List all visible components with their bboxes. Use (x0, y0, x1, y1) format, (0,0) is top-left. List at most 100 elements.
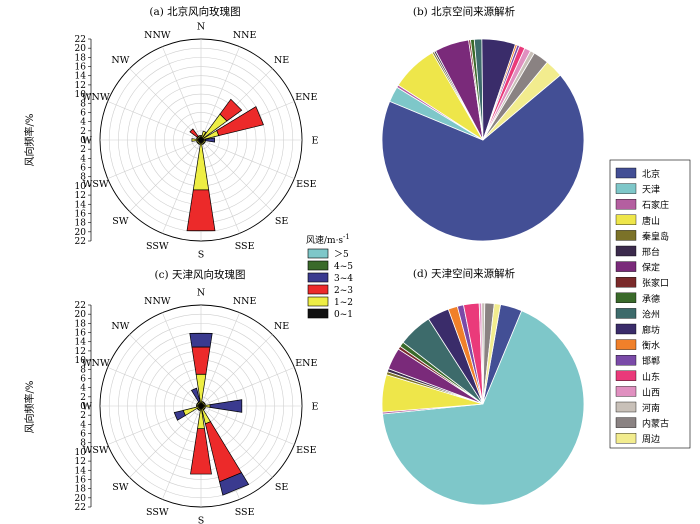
rose-a-dir-label-ene: ENE (295, 92, 317, 103)
rose-a-dir-label-sse: SSE (235, 241, 255, 252)
rose-a-wedge-e (205, 137, 215, 143)
rose-a-tick-label: 10 (75, 90, 87, 100)
source-legend-swatch (615, 245, 637, 257)
wind-speed-legend: 风速/m·s-1 ＞5 4~5 3~4 2~3 1~2 0~1 (306, 233, 353, 320)
panel-c-y-label: 风向频率/% (23, 381, 36, 434)
source-legend-swatch (615, 417, 637, 428)
rose-c-dir-label-ese: ESE (296, 445, 316, 456)
source-legend-label: 河南 (642, 402, 660, 414)
rose-a-tick-label: 10 (75, 182, 87, 192)
wind-legend-label: 2~3 (334, 286, 353, 296)
rose-a-wedge-ene (216, 106, 264, 137)
rose-c-tick-label: 12 (75, 457, 86, 467)
source-legend-label: 邯郸 (642, 355, 660, 367)
rose-c-dir-label-nne: NNE (233, 296, 257, 307)
rose-a-tick-label: 16 (75, 209, 87, 219)
rose-a-spoke (107, 139, 202, 179)
rose-c-spoke (200, 334, 273, 407)
rose-c-tick-label: 2 (80, 393, 86, 403)
wind-legend-swatch (307, 272, 329, 283)
source-legend-label: 廊坊 (642, 324, 660, 336)
source-legend-swatch (615, 401, 637, 413)
rose-c-wedge-s (190, 428, 212, 475)
rose-a-dir-label-wnw: WNW (82, 92, 110, 103)
rose-c-spoke (200, 312, 240, 407)
rose-c-tick-label: 22 (75, 503, 86, 513)
rose-c-dir-label-s: S (198, 516, 205, 524)
rose-c-spoke (200, 405, 295, 445)
pie-d-plot (381, 302, 585, 506)
rose-a-tick-label: 14 (75, 200, 87, 210)
rose-c-tick-label: 14 (75, 338, 87, 348)
rose-a-dir-label-ese: ESE (296, 179, 316, 190)
wind-legend-items: ＞5 4~5 3~4 2~3 1~2 0~1 (307, 248, 353, 320)
rose-a-spoke (162, 46, 202, 141)
source-legend-label: 天津 (642, 185, 660, 196)
panel-a-title: (a) 北京风向玫瑰图 (149, 5, 240, 18)
rose-a-tick-label: 16 (75, 63, 87, 73)
rose-a-spoke (107, 101, 202, 141)
source-legend-swatch (615, 183, 637, 194)
source-legend-swatch (615, 277, 637, 288)
wind-legend-swatch (307, 248, 329, 259)
rose-a-dir-label-e: E (312, 136, 319, 147)
rose-a-spoke (162, 139, 202, 234)
rose-c-tick-label: 10 (75, 356, 87, 366)
source-legend-label: 衡水 (642, 340, 660, 352)
wind-legend-label: 1~2 (334, 298, 353, 308)
rose-a-wedge-nne (200, 130, 207, 141)
rose-c-spoke (200, 367, 295, 407)
source-legend-swatch (615, 323, 637, 335)
source-legend-label: 周边 (642, 434, 660, 445)
rose-c-spoke (129, 405, 202, 478)
source-legend-label: 山西 (642, 387, 660, 398)
source-legend-swatch (615, 261, 637, 272)
rose-c-plot: NNNENEENEEESESESSESSSWSWWSWWWNWNWNNW0224… (75, 288, 319, 524)
source-legend-label: 内蒙古 (642, 418, 669, 430)
rose-a-dir-label-n: N (197, 22, 205, 33)
rose-c-wedge-wsw (173, 409, 186, 421)
rose-a-spoke (129, 68, 202, 141)
rose-c-tick-label: 10 (75, 448, 87, 458)
rose-a-tick-label: 14 (75, 72, 87, 82)
rose-c-tick-label: 8 (80, 365, 86, 375)
rose-a-spoke (200, 139, 240, 234)
rose-c-spoke (200, 405, 273, 478)
rose-c-tick-label: 4 (80, 420, 86, 430)
rose-a-dir-label-ne: NE (274, 55, 289, 66)
rose-a-wedge-ne (219, 98, 243, 122)
panel-c-title: (c) 天津风向玫瑰图 (155, 268, 246, 281)
rose-a-tick-label: 6 (80, 108, 86, 118)
wind-legend-label: 4~5 (334, 262, 353, 272)
rose-c-dir-label-se: SE (275, 482, 289, 493)
source-legend-swatch (615, 339, 637, 350)
rose-c-tick-label: 20 (75, 494, 87, 504)
rose-a-tick-label: 20 (75, 228, 87, 238)
source-legend-label: 北京 (642, 168, 660, 180)
wind-legend-swatch (307, 296, 329, 307)
source-legend-swatch (615, 292, 637, 303)
wind-legend-label: 0~1 (334, 310, 353, 320)
source-legend-label: 邢台 (642, 246, 660, 258)
panel-d-tianjin-pie: (d) 天津空间来源解析 (381, 267, 585, 506)
wind-legend-title-sup: -1 (343, 233, 350, 241)
rose-c-tick-label: 6 (80, 374, 86, 384)
rose-c-tick-label: 14 (75, 466, 87, 476)
rose-a-dir-label-s: S (198, 250, 205, 261)
rose-a-tick-label: 22 (75, 237, 86, 247)
rose-a-dir-label-sw: SW (112, 216, 129, 227)
rose-c-dir-label-sw: SW (112, 482, 129, 493)
source-legend-label: 保定 (642, 262, 660, 274)
rose-a-tick-label: 20 (75, 44, 87, 54)
pie-b-plot (381, 38, 585, 242)
source-legend-swatch (615, 214, 637, 226)
rose-c-tick-label: 22 (75, 301, 86, 311)
rose-a-tick-label: 4 (80, 154, 86, 164)
rose-a-wedge-nw (189, 128, 199, 138)
rose-c-tick-label: 12 (75, 347, 86, 357)
rose-a-dir-label-nw: NW (111, 55, 129, 66)
rose-c-dir-label-ne: NE (274, 321, 289, 332)
rose-a-tick-label: 12 (75, 81, 86, 91)
